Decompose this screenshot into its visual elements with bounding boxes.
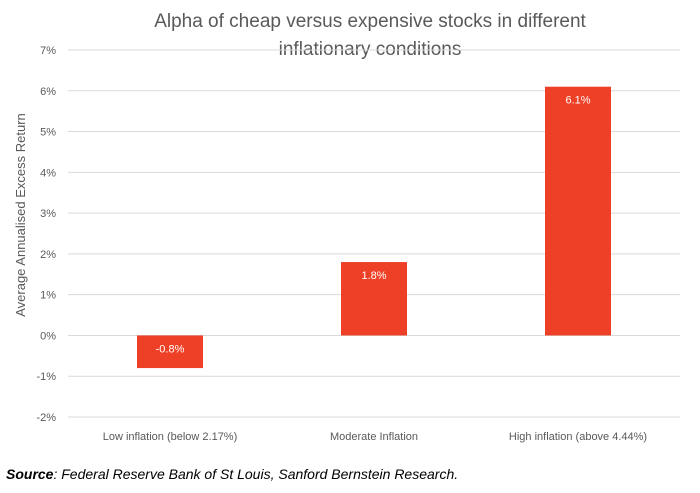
- bar: [137, 335, 203, 369]
- bar: [545, 86, 611, 336]
- y-axis-title: Average Annualised Excess Return: [13, 113, 28, 317]
- bars: [137, 86, 611, 369]
- data-label: 1.8%: [361, 270, 386, 282]
- source-text: : Federal Reserve Bank of St Louis, Sanf…: [53, 466, 459, 482]
- y-tick-label: 2%: [40, 249, 56, 261]
- source-label: Source: [6, 466, 54, 482]
- source-note: Source: Federal Reserve Bank of St Louis…: [6, 466, 458, 482]
- x-axis-categories: Low inflation (below 2.17%) Moderate Infl…: [103, 431, 647, 443]
- x-category-label: High inflation (above 4.44%): [509, 431, 647, 443]
- chart-title-line-1: Alpha of cheap versus expensive stocks i…: [154, 11, 586, 32]
- y-tick-label: 0%: [40, 330, 56, 342]
- y-tick-label: -1%: [36, 371, 56, 383]
- y-tick-label: 7%: [40, 45, 56, 57]
- bar: [341, 262, 407, 336]
- bar-chart: -2% -1% 0% 1% 2% 3% 4% 5% 6% 7% -0.8% 1.8% 6.1% Low…: [13, 45, 680, 443]
- data-label: 6.1%: [565, 95, 590, 107]
- y-tick-label: 4%: [40, 167, 56, 179]
- x-category-label: Moderate Inflation: [330, 431, 418, 443]
- y-tick-label: -2%: [36, 412, 56, 424]
- y-tick-label: 5%: [40, 127, 56, 139]
- y-tick-label: 3%: [40, 208, 56, 220]
- y-tick-label: 1%: [40, 290, 56, 302]
- data-labels: -0.8% 1.8% 6.1%: [156, 95, 591, 356]
- data-label: -0.8%: [156, 343, 185, 355]
- x-category-label: Low inflation (below 2.17%): [103, 431, 238, 443]
- y-tick-label: 6%: [40, 86, 56, 98]
- y-axis-ticks: -2% -1% 0% 1% 2% 3% 4% 5% 6% 7%: [36, 45, 56, 424]
